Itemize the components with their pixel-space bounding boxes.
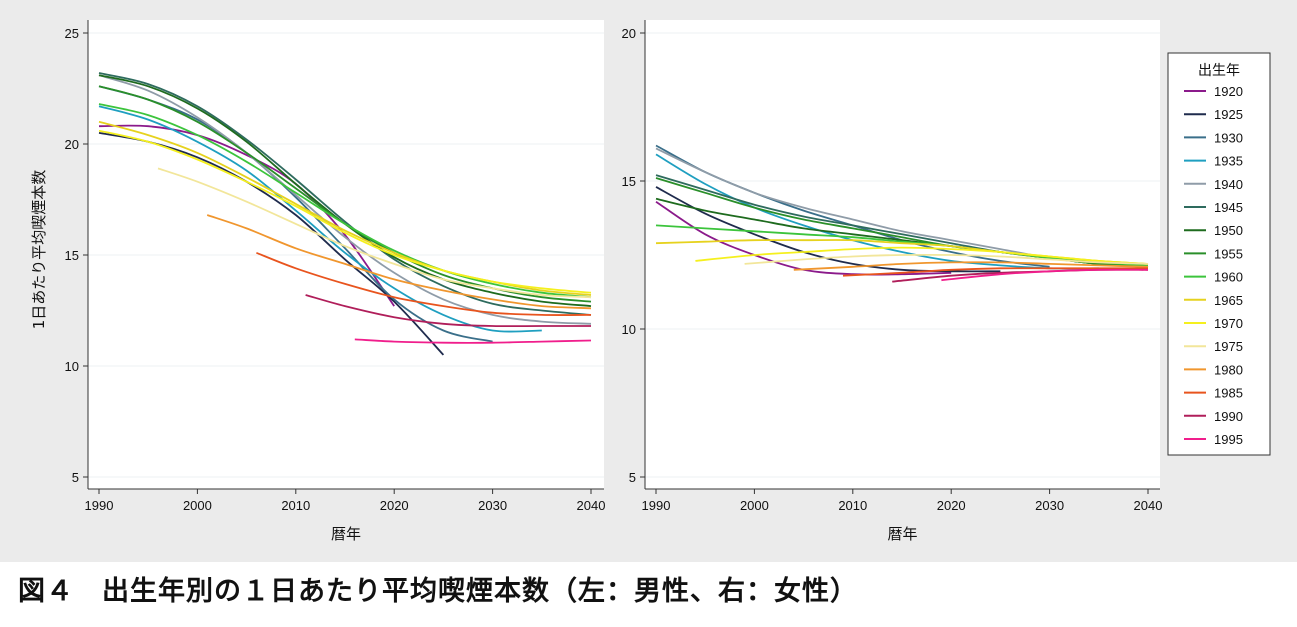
legend-label: 1935 bbox=[1214, 154, 1243, 169]
y-tick-label: 20 bbox=[65, 137, 79, 152]
x-tick-label: 2030 bbox=[1035, 498, 1064, 513]
legend-label: 1920 bbox=[1214, 84, 1243, 99]
series-line-left-1960 bbox=[98, 103, 592, 299]
y-tick-label: 20 bbox=[622, 26, 636, 41]
y-tick-label: 10 bbox=[65, 359, 79, 374]
x-tick-label: 1990 bbox=[642, 498, 671, 513]
y-tick-label: 5 bbox=[629, 470, 636, 485]
x-tick-label: 2000 bbox=[183, 498, 212, 513]
legend-label: 1970 bbox=[1214, 316, 1243, 331]
legend-label: 1965 bbox=[1214, 293, 1243, 308]
series-line-right-1975 bbox=[744, 253, 1149, 265]
x-tick-label: 2030 bbox=[478, 498, 507, 513]
series-line-left-1935 bbox=[98, 105, 542, 333]
x-axis-title: 暦年 bbox=[887, 525, 917, 543]
legend-label: 1990 bbox=[1214, 409, 1243, 424]
y-tick-label: 5 bbox=[72, 470, 79, 485]
figure-caption: 図４ 出生年別の１日あたり平均喫煙本数（左：男性、右：女性） bbox=[18, 576, 858, 607]
x-tick-label: 2040 bbox=[1134, 498, 1163, 513]
series-line-left-1940 bbox=[98, 74, 592, 325]
legend-title: 出生年 bbox=[1198, 63, 1240, 79]
series-line-left-1970 bbox=[98, 129, 592, 294]
legend-label: 1930 bbox=[1214, 130, 1243, 145]
y-tick-label: 15 bbox=[622, 174, 636, 189]
y-tick-label: 10 bbox=[622, 322, 636, 337]
y-axis-title: 1日あたり平均喫煙本数 bbox=[30, 170, 48, 330]
x-tick-label: 1990 bbox=[85, 498, 114, 513]
x-tick-label: 2020 bbox=[937, 498, 966, 513]
legend-label: 1950 bbox=[1214, 223, 1243, 238]
x-tick-label: 2010 bbox=[838, 498, 867, 513]
x-tick-label: 2020 bbox=[380, 498, 409, 513]
series-line-right-1980 bbox=[793, 261, 1149, 271]
legend-label: 1940 bbox=[1214, 177, 1243, 192]
x-tick-label: 2000 bbox=[740, 498, 769, 513]
series-line-right-1970 bbox=[695, 246, 1149, 265]
series-line-left-1990 bbox=[305, 294, 591, 328]
legend: 出生年 1920 1925 1930 1935 1940 1945 1950 1955 1960 1… bbox=[1167, 52, 1271, 456]
legend-label: 1975 bbox=[1214, 339, 1243, 354]
x-tick-label: 2040 bbox=[577, 498, 606, 513]
y-tick-label: 25 bbox=[65, 26, 79, 41]
series-line-left-1980 bbox=[206, 214, 592, 310]
legend-label: 1960 bbox=[1214, 270, 1243, 285]
series-line-left-1985 bbox=[256, 251, 592, 316]
legend-label: 1955 bbox=[1214, 246, 1243, 261]
series-line-left-1975 bbox=[157, 167, 592, 299]
legend-label: 1980 bbox=[1214, 362, 1243, 377]
legend-label: 1985 bbox=[1214, 386, 1243, 401]
series-line-right-1985 bbox=[842, 267, 1148, 277]
legend-label: 1945 bbox=[1214, 200, 1243, 215]
figure: 5 10 15 20 25 1990 2000 2010 2020 2030 2040 暦年 1日あたり… bbox=[0, 0, 1297, 562]
y-tick-label: 15 bbox=[65, 248, 79, 263]
series-line-right-1995 bbox=[941, 268, 1149, 282]
x-axis-title: 暦年 bbox=[331, 525, 361, 543]
series-line-left-1945 bbox=[98, 72, 592, 316]
panel-right: 5 10 15 20 1990 2000 2010 2020 2030 2040 暦年 bbox=[622, 20, 1163, 543]
legend-label: 1995 bbox=[1214, 432, 1243, 447]
panel-left: 5 10 15 20 25 1990 2000 2010 2020 2030 2040 暦年 1日あたり… bbox=[30, 20, 605, 543]
series-line-left-1995 bbox=[354, 338, 592, 344]
legend-label: 1925 bbox=[1214, 107, 1243, 122]
x-tick-label: 2010 bbox=[281, 498, 310, 513]
